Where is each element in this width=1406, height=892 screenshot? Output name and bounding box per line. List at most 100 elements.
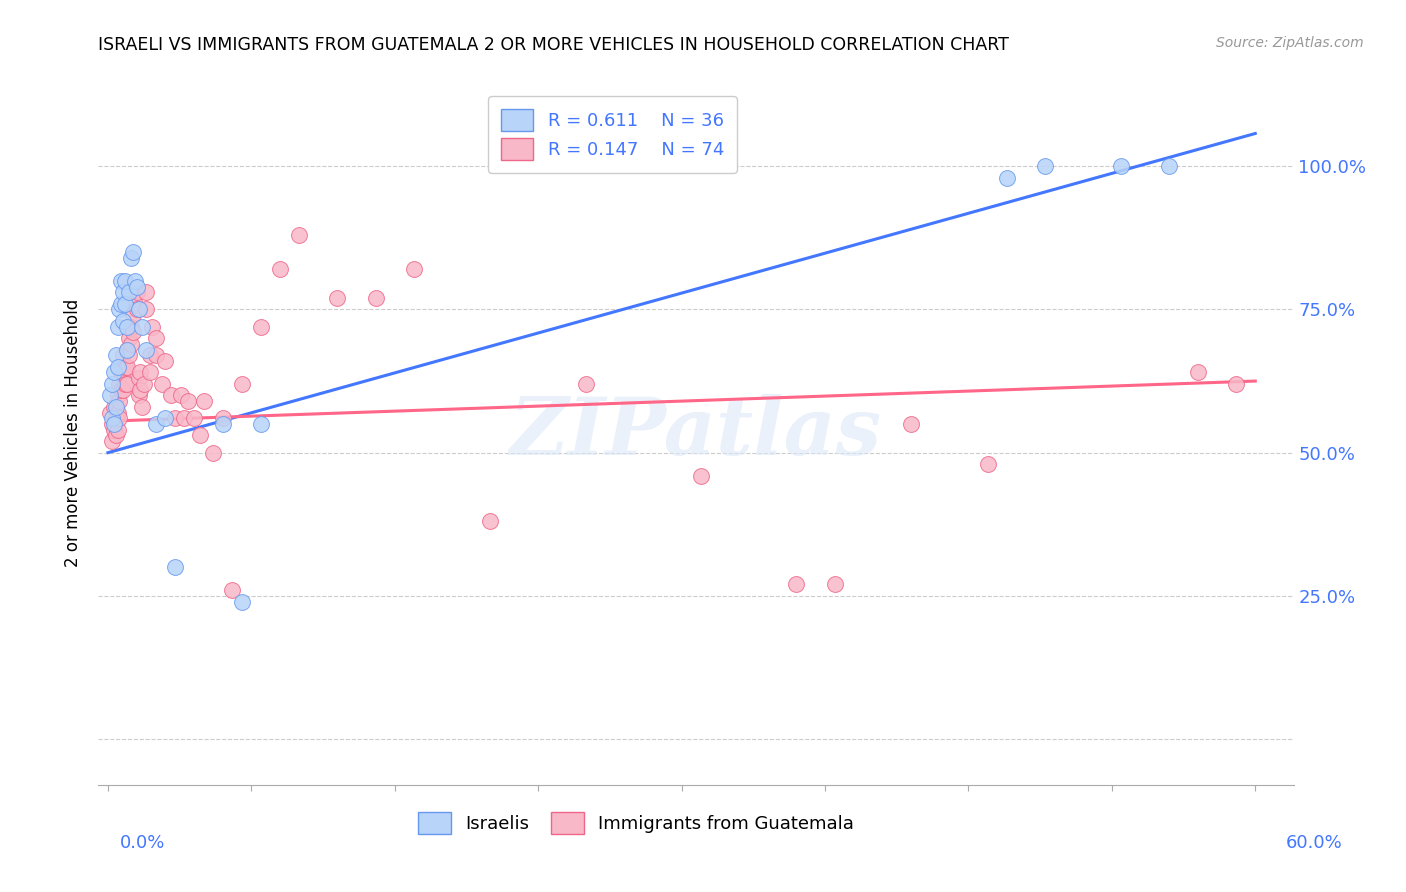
Y-axis label: 2 or more Vehicles in Household: 2 or more Vehicles in Household <box>65 299 83 566</box>
Point <box>145 417 167 431</box>
Point <box>125 279 148 293</box>
Point <box>135 302 157 317</box>
Point <box>163 560 186 574</box>
Point <box>250 319 273 334</box>
Point <box>785 577 807 591</box>
Point <box>107 388 129 402</box>
Point <box>107 359 129 374</box>
Point <box>188 428 211 442</box>
Point <box>107 319 129 334</box>
Point <box>128 302 150 317</box>
Point <box>129 383 152 397</box>
Point <box>1187 366 1209 380</box>
Point <box>107 423 129 437</box>
Point <box>900 417 922 431</box>
Point <box>173 411 195 425</box>
Point <box>131 400 153 414</box>
Point <box>364 291 387 305</box>
Point <box>112 383 135 397</box>
Point <box>402 262 425 277</box>
Point <box>326 291 349 305</box>
Point <box>221 583 243 598</box>
Point <box>101 411 124 425</box>
Point <box>479 515 502 529</box>
Point <box>1033 159 1056 173</box>
Point <box>103 423 125 437</box>
Point <box>115 343 138 357</box>
Point <box>103 400 125 414</box>
Point <box>103 366 125 380</box>
Point <box>114 359 136 374</box>
Point <box>1159 159 1181 173</box>
Point <box>104 400 127 414</box>
Point <box>112 314 135 328</box>
Legend: Israelis, Immigrants from Guatemala: Israelis, Immigrants from Guatemala <box>406 799 866 847</box>
Point <box>118 285 141 300</box>
Point <box>141 319 163 334</box>
Point <box>108 376 131 391</box>
Point <box>120 336 142 351</box>
Point <box>1111 159 1133 173</box>
Point <box>139 348 162 362</box>
Point <box>115 376 138 391</box>
Point <box>104 411 127 425</box>
Point <box>155 354 177 368</box>
Point <box>121 326 143 340</box>
Point <box>1225 376 1247 391</box>
Text: 0.0%: 0.0% <box>120 834 165 852</box>
Point <box>104 348 127 362</box>
Point <box>110 274 132 288</box>
Point <box>101 376 124 391</box>
Point <box>129 366 152 380</box>
Point <box>101 417 124 431</box>
Point <box>121 245 143 260</box>
Point <box>108 302 131 317</box>
Point <box>112 348 135 362</box>
Point <box>108 394 131 409</box>
Point <box>131 319 153 334</box>
Point <box>183 411 205 425</box>
Point <box>135 343 157 357</box>
Point <box>575 376 598 391</box>
Point <box>114 296 136 310</box>
Point <box>139 366 162 380</box>
Point <box>145 331 167 345</box>
Point <box>115 359 138 374</box>
Point <box>250 417 273 431</box>
Point <box>211 411 233 425</box>
Point <box>104 428 127 442</box>
Point <box>150 376 173 391</box>
Point <box>193 394 215 409</box>
Point <box>115 343 138 357</box>
Point <box>145 348 167 362</box>
Point <box>211 417 233 431</box>
Point <box>120 251 142 265</box>
Point <box>231 376 253 391</box>
Text: ISRAELI VS IMMIGRANTS FROM GUATEMALA 2 OR MORE VEHICLES IN HOUSEHOLD CORRELATION: ISRAELI VS IMMIGRANTS FROM GUATEMALA 2 O… <box>98 36 1010 54</box>
Point <box>114 376 136 391</box>
Point <box>107 406 129 420</box>
Point <box>114 274 136 288</box>
Text: ZIPatlas: ZIPatlas <box>510 394 882 471</box>
Point <box>125 285 148 300</box>
Point <box>98 406 121 420</box>
Point <box>976 457 998 471</box>
Text: Source: ZipAtlas.com: Source: ZipAtlas.com <box>1216 36 1364 50</box>
Point <box>124 296 146 310</box>
Point <box>108 411 131 425</box>
Point <box>103 417 125 431</box>
Point <box>231 594 253 608</box>
Point <box>160 388 183 402</box>
Point <box>115 319 138 334</box>
Point <box>824 577 846 591</box>
Point <box>110 366 132 380</box>
Point <box>110 296 132 310</box>
Point <box>155 411 177 425</box>
Point <box>125 302 148 317</box>
Text: 60.0%: 60.0% <box>1286 834 1343 852</box>
Point <box>124 274 146 288</box>
Point <box>112 285 135 300</box>
Point <box>269 262 291 277</box>
Point <box>995 170 1018 185</box>
Point <box>202 445 225 459</box>
